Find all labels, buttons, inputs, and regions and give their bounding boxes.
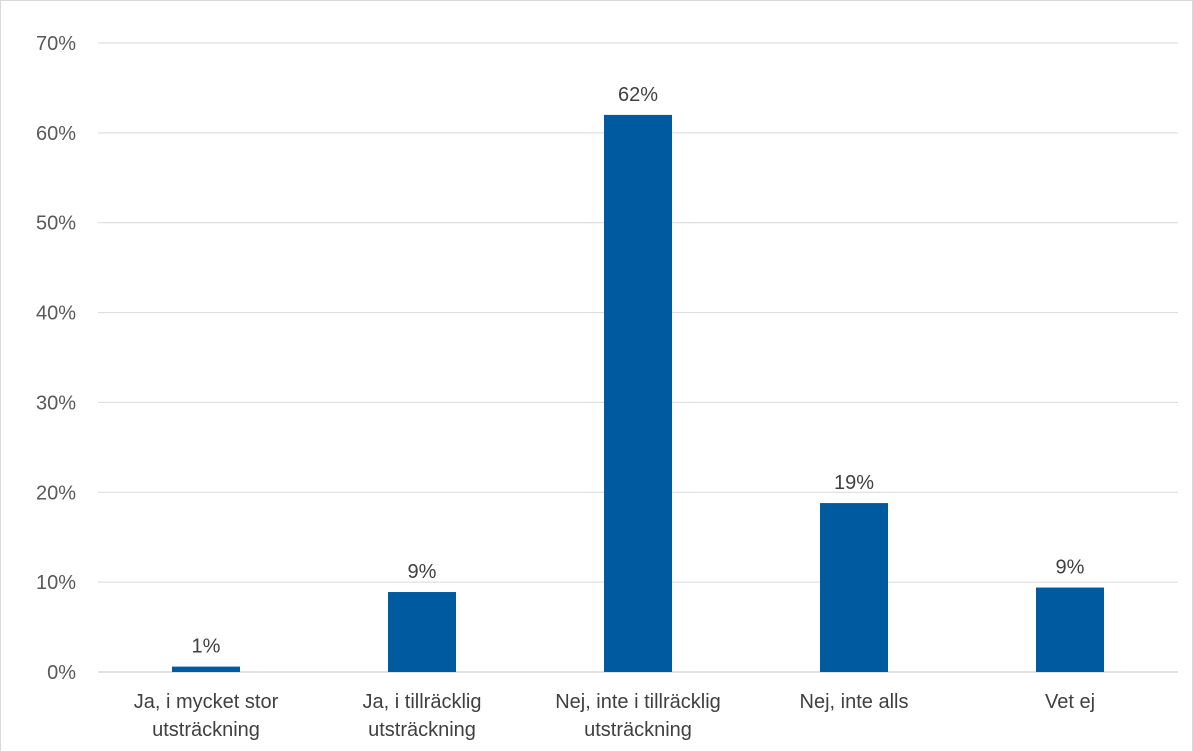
- x-category-label: Nej, inte i tillräcklig: [555, 691, 721, 713]
- y-tick-label: 70%: [36, 33, 76, 55]
- y-tick-label: 40%: [36, 303, 76, 325]
- y-tick-label: 20%: [36, 482, 76, 504]
- x-category-label: Ja, i tillräcklig: [363, 691, 482, 713]
- bar: [820, 503, 888, 672]
- y-tick-label: 0%: [47, 662, 76, 684]
- y-tick-label: 60%: [36, 123, 76, 145]
- bar: [172, 666, 240, 672]
- x-axis-categories: Ja, i mycket stor utsträckning Ja, i tillr…: [134, 691, 1095, 741]
- x-category-label: Ja, i mycket stor: [134, 691, 279, 713]
- y-axis-ticks: 0% 10% 20% 30% 40% 50% 60% 70%: [36, 33, 76, 684]
- data-labels: 1% 9% 62% 19% 9%: [192, 84, 1085, 658]
- bars: [172, 114, 1104, 672]
- data-label: 9%: [1056, 557, 1085, 579]
- x-category-label: utsträckning: [368, 719, 476, 741]
- data-label: 9%: [408, 561, 437, 583]
- y-tick-label: 30%: [36, 392, 76, 414]
- x-category-label: Vet ej: [1045, 691, 1095, 713]
- bar: [604, 114, 672, 672]
- x-category-label: utsträckning: [584, 719, 692, 741]
- data-label: 62%: [618, 84, 658, 106]
- y-tick-label: 10%: [36, 572, 76, 594]
- data-label: 1%: [192, 636, 221, 658]
- bar: [388, 592, 456, 672]
- x-category-label: Nej, inte alls: [800, 691, 909, 713]
- bar: [1036, 587, 1104, 672]
- x-category-label: utsträckning: [152, 719, 260, 741]
- y-tick-label: 50%: [36, 213, 76, 235]
- data-label: 19%: [834, 472, 874, 494]
